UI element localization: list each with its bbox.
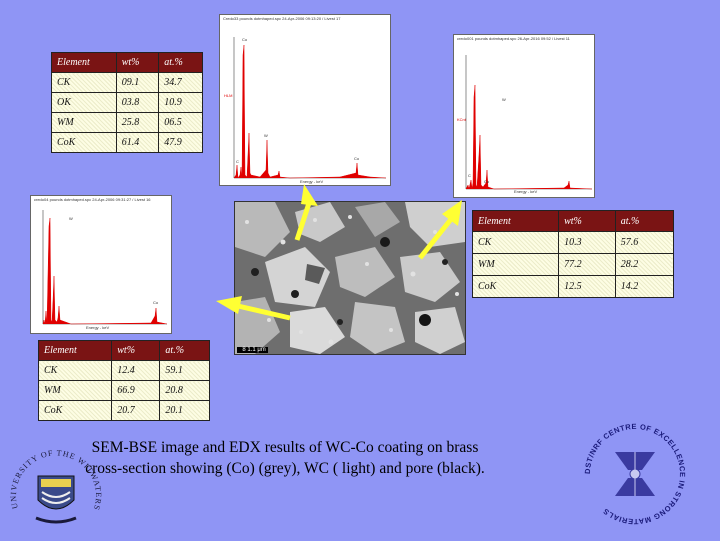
- header-wt: wt%: [558, 210, 616, 232]
- edx-table-left: Element wt% at.% CK 12.4 59.1 WM 66.9 20…: [37, 340, 210, 421]
- spectrum-plot: Co W Co C HLM: [224, 37, 387, 179]
- cell-element: WM: [471, 253, 560, 276]
- arrow-to-top-spectrum: [294, 184, 318, 241]
- header-at: at.%: [614, 210, 675, 232]
- svg-text:Co: Co: [242, 37, 248, 42]
- header-wt: wt%: [115, 52, 160, 73]
- table-header-row: Element wt% at.%: [37, 340, 210, 361]
- cell-at: 20.8: [159, 380, 210, 401]
- spectrum-header: Credo33 pounds dotmhaped.spc 24-Apr-2006…: [223, 16, 341, 21]
- edx-spectrum-left: credo04 pounds dotmhaped.spc 24-Apr-2006…: [30, 195, 172, 334]
- spectrum-xlabel: Energy - keV: [300, 179, 324, 184]
- cell-wt: 25.8: [115, 112, 160, 133]
- cell-at: 47.9: [158, 132, 203, 153]
- cell-element: CoK: [51, 132, 117, 153]
- cell-element: OK: [51, 92, 117, 113]
- arrow-to-right-spectrum: [418, 200, 462, 260]
- cell-wt: 10.3: [558, 231, 616, 254]
- table-row: CoK 20.7 20.1: [37, 400, 210, 421]
- spectrum-header: credo04 pounds dotmhaped.spc 24-Apr-2006…: [34, 197, 151, 202]
- svg-text:HLM: HLM: [224, 93, 232, 98]
- svg-text:Co: Co: [354, 156, 360, 161]
- cell-wt: 12.4: [111, 360, 161, 381]
- cell-at: 57.6: [614, 231, 675, 254]
- centre-logo-icon: DST/NRF CENTRE OF EXCELLENCE IN STRONG M…: [583, 422, 687, 526]
- cell-at: 14.2: [614, 275, 675, 298]
- cell-at: 34.7: [158, 72, 203, 93]
- edx-spectrum-right: credo001 pounds dotmhaped.spc 26-Apr-201…: [453, 34, 595, 198]
- table-header-row: Element wt% at.%: [471, 210, 675, 232]
- table-row: WM 25.8 06.5: [51, 112, 203, 133]
- cell-wt: 66.9: [111, 380, 161, 401]
- university-crest-icon: UNIVERSITY OF THE WITWATERSRAND: [5, 431, 102, 524]
- table-row: CoK 12.5 14.2: [471, 275, 675, 298]
- header-wt: wt%: [111, 340, 161, 361]
- cell-wt: 03.8: [115, 92, 160, 113]
- svg-text:Co: Co: [153, 300, 159, 305]
- table-row: CK 10.3 57.6: [471, 231, 675, 254]
- spectrum-plot: W Co C KCnt: [457, 55, 593, 190]
- cell-element: CoK: [471, 275, 560, 298]
- header-element: Element: [51, 52, 117, 73]
- header-at: at.%: [158, 52, 203, 73]
- spectrum-header: credo001 pounds dotmhaped.spc 26-Apr-201…: [457, 36, 570, 41]
- cell-element: CK: [471, 231, 560, 254]
- svg-text:C: C: [236, 159, 239, 164]
- cell-at: 20.1: [159, 400, 210, 421]
- svg-text:KCnt: KCnt: [457, 117, 467, 122]
- table-header-row: Element wt% at.%: [51, 52, 203, 73]
- svg-text:W: W: [264, 133, 268, 138]
- cell-element: CoK: [37, 400, 113, 421]
- cell-wt: 77.2: [558, 253, 616, 276]
- edx-spectrum-top: Credo33 pounds dotmhaped.spc 24-Apr-2006…: [219, 14, 391, 186]
- arrow-to-left-spectrum: [216, 296, 291, 321]
- cell-element: CK: [37, 360, 113, 381]
- cell-at: 06.5: [158, 112, 203, 133]
- table-row: OK 03.8 10.9: [51, 92, 203, 113]
- table-row: WM 77.2 28.2: [471, 253, 675, 276]
- edx-table-top: Element wt% at.% CK 09.1 34.7 OK 03.8 10…: [51, 52, 203, 153]
- cell-at: 10.9: [158, 92, 203, 113]
- cell-wt: 20.7: [111, 400, 161, 421]
- spectrum-plot: W Co: [42, 210, 168, 325]
- scale-bar-label: 8 1.1 μm: [237, 347, 268, 353]
- header-element: Element: [471, 210, 560, 232]
- university-logo: UNIVERSITY OF THE WITWATERSRAND: [5, 431, 104, 536]
- cell-element: WM: [37, 380, 113, 401]
- table-row: CK 12.4 59.1: [37, 360, 210, 381]
- cell-at: 28.2: [614, 253, 675, 276]
- figure-caption: SEM-BSE image and EDX results of WC-Co c…: [85, 439, 485, 477]
- spectrum-xlabel: Energy - keV: [86, 325, 110, 330]
- svg-text:C: C: [468, 173, 471, 178]
- svg-text:W: W: [502, 97, 506, 102]
- table-row: CoK 61.4 47.9: [51, 132, 203, 153]
- centre-of-excellence-logo: DST/NRF CENTRE OF EXCELLENCE IN STRONG M…: [580, 412, 690, 532]
- cell-wt: 61.4: [115, 132, 160, 153]
- svg-text:W: W: [69, 216, 73, 221]
- table-row: CK 09.1 34.7: [51, 72, 203, 93]
- cell-at: 59.1: [159, 360, 210, 381]
- header-at: at.%: [159, 340, 210, 361]
- cell-element: WM: [51, 112, 117, 133]
- spectrum-xlabel: Energy - keV: [514, 189, 538, 194]
- cell-wt: 09.1: [115, 72, 160, 93]
- svg-text:Co: Co: [484, 179, 490, 184]
- edx-table-right: Element wt% at.% CK 10.3 57.6 WM 77.2 28…: [471, 210, 675, 298]
- header-element: Element: [37, 340, 113, 361]
- cell-element: CK: [51, 72, 117, 93]
- cell-wt: 12.5: [558, 275, 616, 298]
- table-row: WM 66.9 20.8: [37, 380, 210, 401]
